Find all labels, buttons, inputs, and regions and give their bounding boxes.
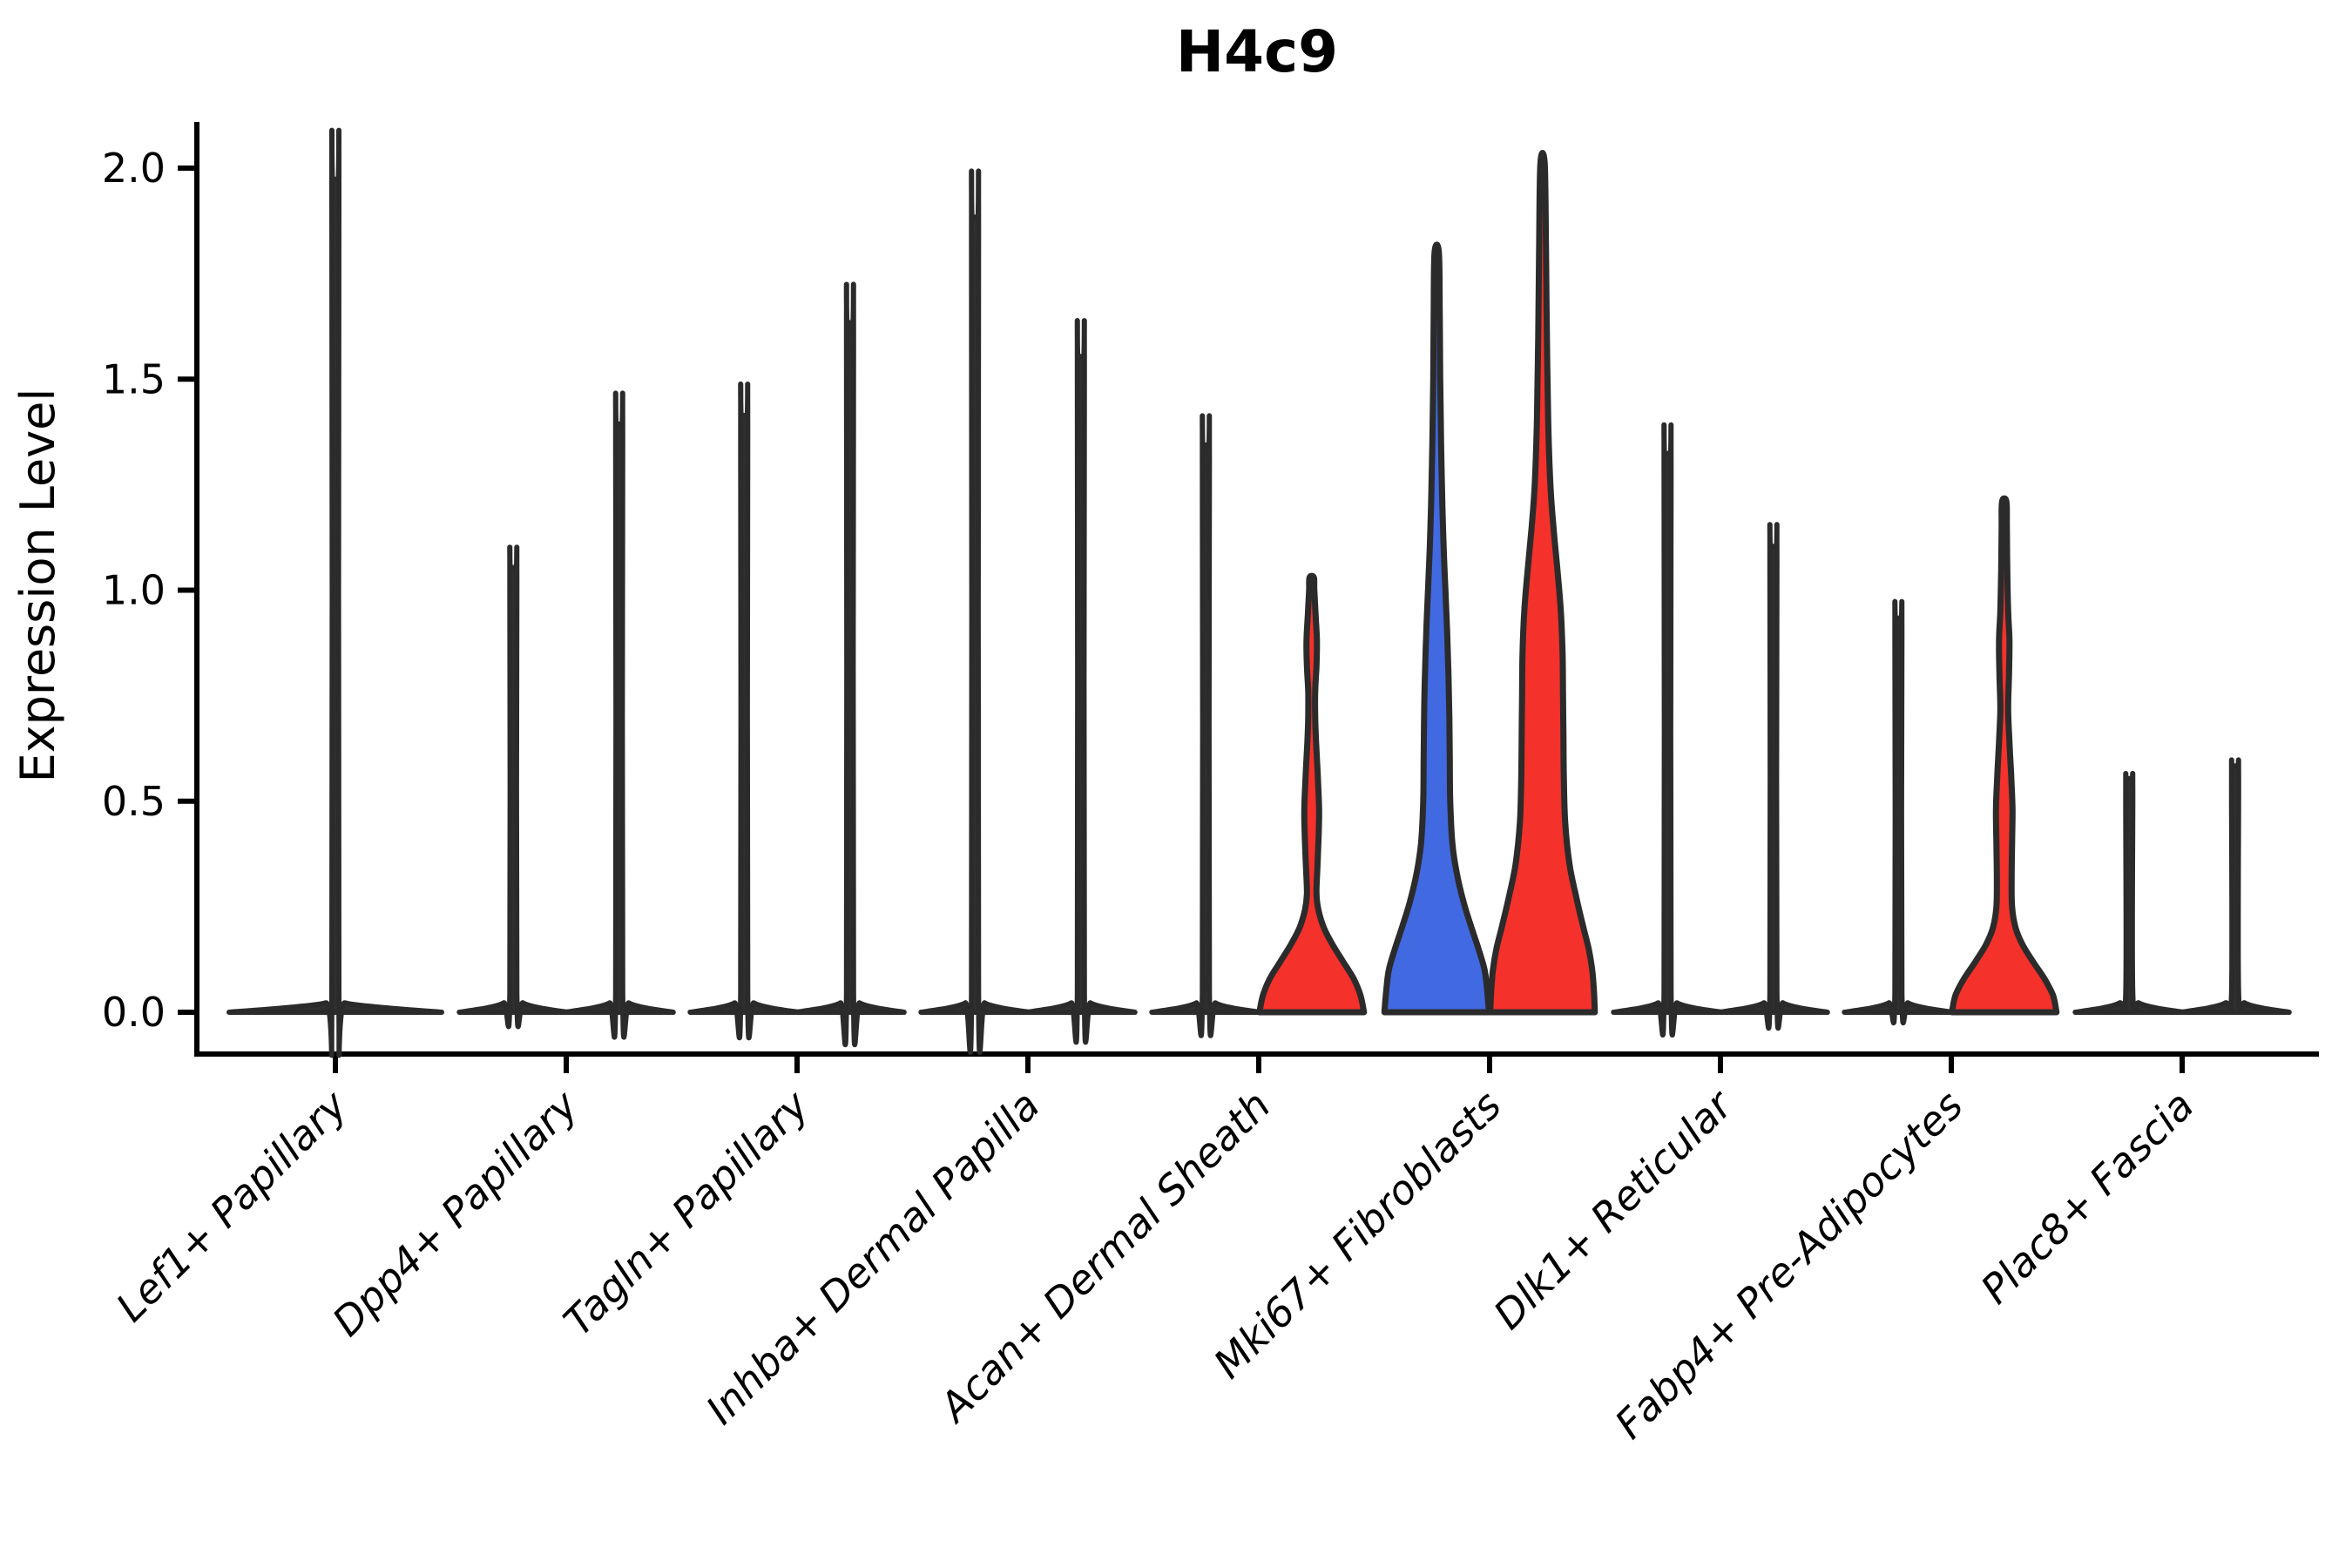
violin-shaped-red [1949, 495, 2060, 1016]
violin-spike-black [226, 127, 444, 1058]
violin-spike-black [2178, 757, 2292, 1015]
violin-spike-black [1611, 422, 1725, 1037]
y-tick-label: 0.0 [102, 989, 166, 1036]
x-tick-label: Tagln+ Papillary [554, 1081, 818, 1345]
violin-spike-black [918, 168, 1032, 1056]
y-tick-label: 1.0 [102, 567, 166, 614]
violin-shaped-red [1256, 572, 1368, 1016]
violin-spike-black [793, 281, 907, 1047]
violin-spike-black [456, 544, 571, 1030]
x-tick-label: Dlk1+ Reticular [1484, 1079, 1743, 1338]
y-axis-label: Expression Level [10, 389, 65, 783]
x-tick-label: Dpp4+ Papillary [323, 1081, 587, 1345]
violin-spike-black [562, 390, 676, 1040]
violin-spike-black [1024, 318, 1138, 1045]
x-tick-label: Plac8+ Fascia [1971, 1082, 2202, 1313]
violins [226, 127, 2292, 1058]
y-tick-label: 2.0 [102, 145, 166, 192]
x-tick-label: Lef1+ Papillary [107, 1081, 356, 1330]
y-tick-label: 1.5 [102, 355, 166, 402]
violin-spike-black [2072, 771, 2186, 1015]
violin-spike-black [1842, 598, 1956, 1025]
y-tick-label: 0.5 [102, 778, 166, 825]
violin-spike-black [687, 382, 801, 1041]
violin-shaped-blue [1381, 241, 1492, 1016]
chart-title: H4c9 [1176, 18, 1338, 85]
violin-shaped-red [1487, 149, 1598, 1016]
violin-spike-black [1716, 522, 1830, 1031]
violin-spike-black [1149, 413, 1263, 1038]
